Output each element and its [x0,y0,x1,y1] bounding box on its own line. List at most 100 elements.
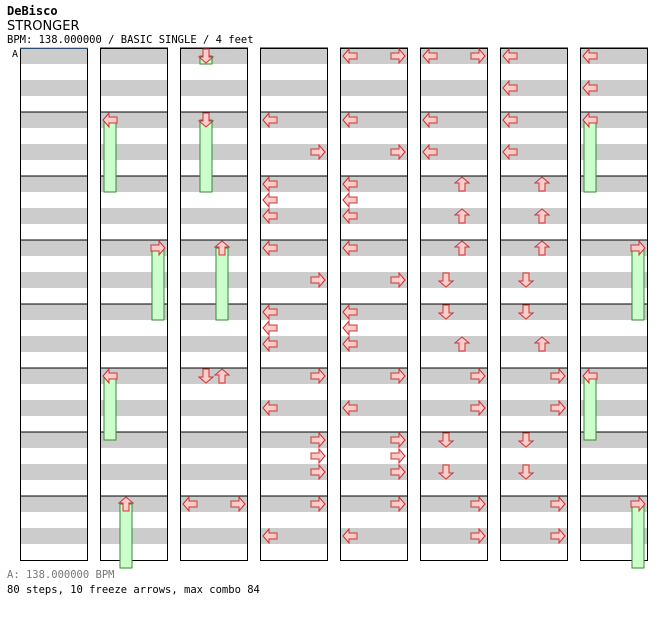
beat-stripe [260,448,328,464]
beat-stripe [260,288,328,304]
beat-stripe [500,272,568,288]
freeze-body [583,119,597,193]
beat-stripe [500,224,568,240]
freeze-body [103,119,117,193]
beat-stripe [500,304,568,320]
beat-stripe [20,112,88,128]
beat-stripe [580,64,648,80]
beat-stripe [340,432,408,448]
beat-stripe [500,336,568,352]
beat-stripe [340,416,408,432]
beat-stripe [20,144,88,160]
beat-stripe [340,320,408,336]
beat-stripe [180,160,248,176]
beat-stripe [100,544,168,560]
beat-stripe [100,288,168,304]
beat-stripe [100,128,168,144]
arrow-right-icon [310,367,326,385]
beat-stripe [420,288,488,304]
beat-stripe [20,320,88,336]
beat-stripe [340,48,408,64]
beat-stripe [420,240,488,256]
beat-stripe [180,224,248,240]
freeze-body [583,375,597,441]
arrow-down-icon [517,464,535,480]
beat-stripe [20,352,88,368]
arrow-right-icon [470,399,486,417]
beat-stripe [20,48,88,64]
beat-stripe [260,112,328,128]
beat-stripe [100,256,168,272]
beat-stripe [420,384,488,400]
beat-stripe [340,64,408,80]
freeze-body [631,247,645,321]
freeze-body [151,247,165,321]
arrow-left-icon [342,47,358,65]
beat-stripe [340,160,408,176]
beat-stripe [340,128,408,144]
beat-stripe [100,160,168,176]
arrow-down-icon [197,368,215,384]
arrow-left-icon [182,495,198,513]
beat-stripe [20,512,88,528]
arrow-left-icon [502,47,518,65]
freeze-body [215,247,229,321]
freeze-head-up-icon [117,496,135,512]
beat-stripe [180,192,248,208]
beat-stripe [100,64,168,80]
beat-stripe [260,384,328,400]
beat-stripe [260,528,328,544]
beat-stripe [420,544,488,560]
beat-stripe [500,480,568,496]
beat-stripe [340,448,408,464]
bpm-marker-label: A [12,49,18,60]
beat-stripe [580,160,648,176]
beat-stripe [340,288,408,304]
beat-stripe [420,64,488,80]
freeze-head-down-icon [197,112,215,128]
arrow-up-icon [213,368,231,384]
beat-stripe [260,48,328,64]
beat-stripe [340,368,408,384]
beat-stripe [420,416,488,432]
beat-stripe [20,128,88,144]
beat-stripe [420,176,488,192]
freeze-body [119,503,133,569]
beat-stripe [420,80,488,96]
beat-stripe [180,208,248,224]
beat-stripe [500,144,568,160]
beat-stripe [420,256,488,272]
beat-stripe [420,320,488,336]
beat-stripe [100,464,168,480]
beat-stripe [20,224,88,240]
arrow-left-icon [502,79,518,97]
arrow-up-icon [453,208,471,224]
arrow-left-icon [342,207,358,225]
beat-stripe [260,464,328,480]
beat-stripe [260,256,328,272]
arrow-up-icon [453,240,471,256]
beat-stripe [20,384,88,400]
beat-stripe [20,496,88,512]
arrow-left-icon [262,335,278,353]
freeze-head-right-icon [150,239,166,257]
arrow-right-icon [550,527,566,545]
lane-border [500,48,568,561]
arrow-right-icon [310,495,326,513]
beat-stripe [500,176,568,192]
beat-stripe [580,512,648,528]
beat-stripe [20,544,88,560]
arrow-up-icon [533,336,551,352]
beat-stripe [420,192,488,208]
beat-stripe [580,48,648,64]
beat-stripe [180,112,248,128]
beat-stripe [180,352,248,368]
beat-stripe [580,480,648,496]
beat-stripe [180,368,248,384]
beat-stripe [580,528,648,544]
beat-stripe [580,112,648,128]
beat-stripe [20,192,88,208]
beat-stripe [180,544,248,560]
artist-name: DeBisco [7,4,58,18]
freeze-head-left-icon [102,111,118,129]
